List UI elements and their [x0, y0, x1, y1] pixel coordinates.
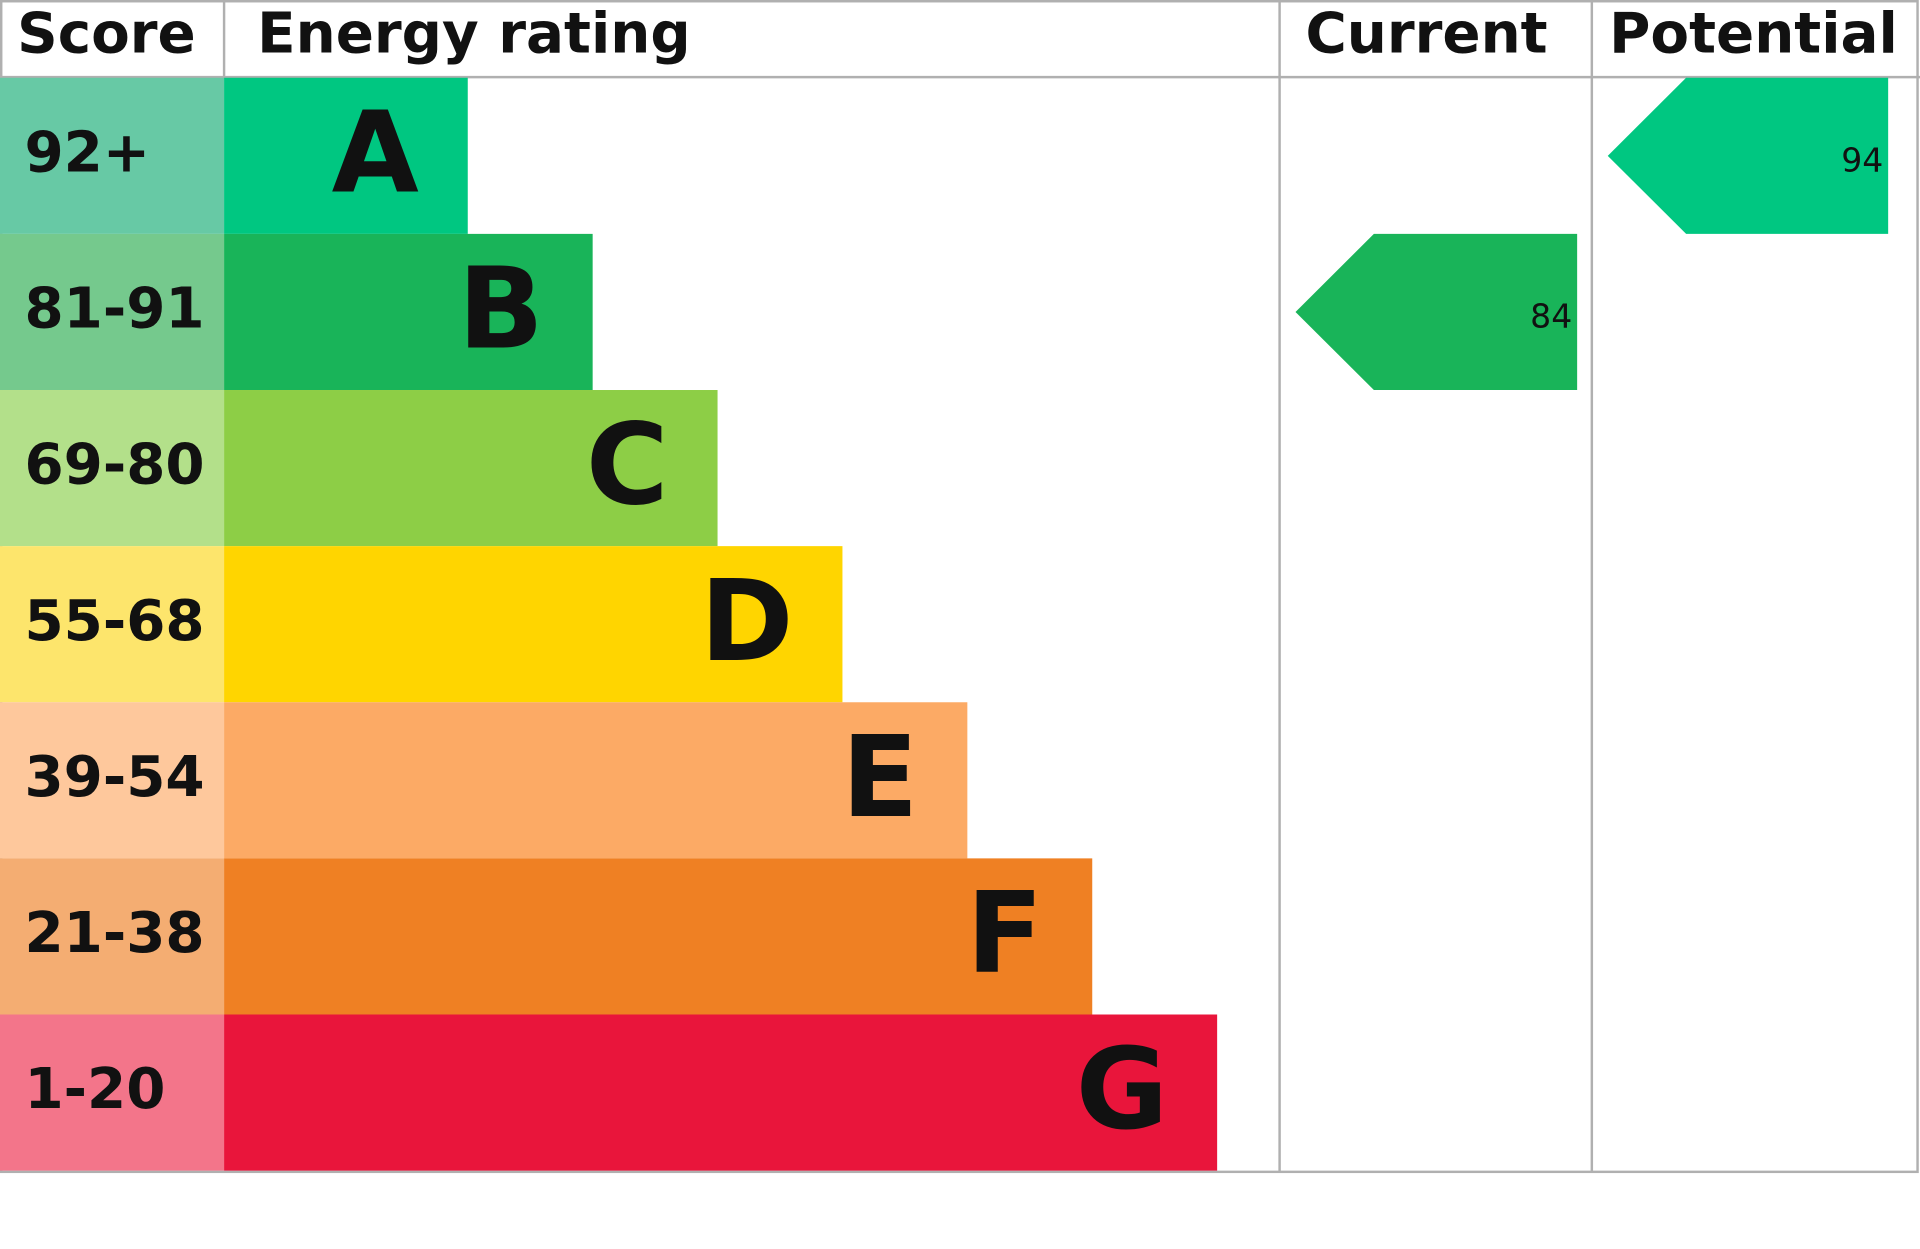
rating-letter: A	[332, 86, 419, 218]
header-potential: Potential	[1609, 1, 1898, 66]
rating-arrow	[1295, 233, 1578, 391]
score-cell	[0, 546, 225, 703]
score-cell	[0, 702, 225, 859]
rating-bar	[224, 1014, 1218, 1171]
score-cell	[0, 1014, 225, 1171]
rating-value: 84	[1530, 297, 1572, 336]
score-cell	[0, 858, 225, 1015]
score-label: 1-20	[24, 1057, 165, 1122]
score-label: 21-38	[24, 901, 204, 966]
rating-bar	[224, 858, 1093, 1015]
rating-bar	[224, 77, 468, 234]
rating-arrow	[1607, 77, 1889, 234]
score-label: 39-54	[24, 745, 204, 810]
score-cell	[0, 77, 225, 234]
rating-value: 94	[1841, 140, 1883, 179]
score-cell	[0, 390, 225, 547]
header-current: Current	[1305, 1, 1547, 66]
score-label: 69-80	[24, 433, 204, 498]
score-label: 92+	[24, 120, 150, 185]
score-label: 81-91	[24, 277, 204, 342]
rating-bar	[224, 546, 843, 703]
rating-letter: B	[458, 243, 544, 375]
header-rating: Energy rating	[257, 1, 691, 66]
header-score: Score	[17, 1, 196, 66]
rating-letter: F	[966, 867, 1043, 999]
score-label: 55-68	[24, 589, 204, 654]
rating-letter: C	[586, 399, 669, 531]
rating-letter: G	[1076, 1023, 1168, 1155]
rating-letter: D	[700, 555, 794, 687]
rating-bar	[224, 233, 593, 391]
rating-bar	[224, 390, 718, 547]
rating-bar	[224, 702, 968, 859]
score-cell	[0, 233, 225, 391]
rating-letter: E	[841, 711, 918, 843]
